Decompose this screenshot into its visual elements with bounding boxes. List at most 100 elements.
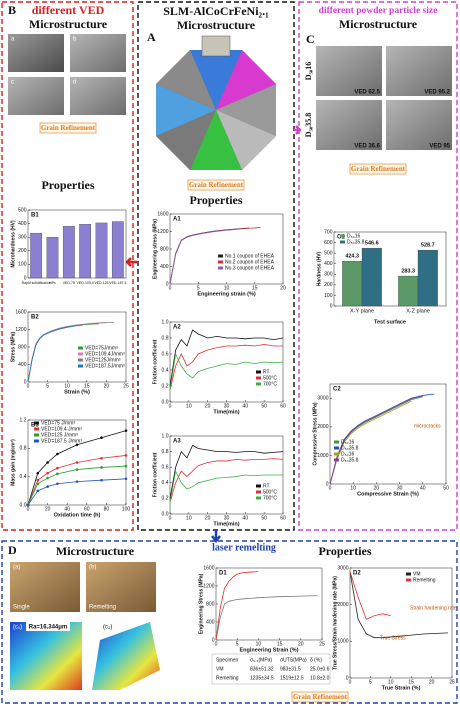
marker: [75, 443, 79, 447]
series-line: [329, 395, 423, 485]
series-line: [215, 595, 318, 641]
legend-swatch: [340, 240, 345, 244]
row-label: D₅₀35.8: [304, 113, 313, 138]
roughness-3d: [92, 622, 160, 690]
series-line: [349, 571, 391, 620]
y-tick-label: 0: [166, 281, 169, 287]
image-label: VED 62.5: [354, 90, 380, 96]
table-cell: 10.8±2.0: [310, 675, 330, 681]
legend-swatch: [218, 254, 223, 258]
marker: [124, 477, 128, 481]
legend-swatch: [334, 446, 339, 450]
x-tick-label: 10: [224, 285, 230, 291]
y-tick-label: 0: [330, 303, 333, 309]
image-label: d: [73, 80, 76, 86]
y-tick-label: 1600: [15, 309, 26, 315]
legend-swatch: [334, 458, 339, 462]
x-tick-label: 0: [169, 515, 172, 521]
marker: [46, 485, 49, 488]
y-tick-label: 1000: [337, 639, 348, 645]
x-tick-label: X-Y plane: [350, 308, 374, 314]
roughness-map: [10, 622, 82, 690]
image-label: VED 36.6: [354, 144, 380, 150]
table-header: σUTS(MPa): [280, 657, 307, 663]
table-cell: Remelting: [216, 675, 239, 681]
x-tick-label: 50: [261, 515, 267, 521]
y-tick-label: 0: [24, 275, 27, 281]
y-axis-label: Stress (MPa): [10, 332, 16, 363]
image-label: VED 95: [429, 144, 450, 150]
y-tick-label: 3000: [337, 565, 348, 571]
legend-swatch: [218, 260, 223, 264]
x-tick-label: 60: [280, 403, 286, 409]
section-title: Microstructure: [177, 18, 256, 32]
table-header: δ (%): [310, 657, 322, 663]
x-tick-label: VED-187.5: [109, 281, 126, 285]
legend-swatch: [34, 439, 39, 443]
series-line: [349, 571, 448, 639]
y-tick-label: 0: [24, 379, 27, 385]
chart-label: A2: [173, 325, 181, 331]
y-axis-label: Compressive Stress (MPa): [312, 402, 318, 465]
image-note: Remelting: [89, 605, 116, 611]
x-tick-label: 100: [122, 506, 131, 512]
image-label: VED 95.2: [424, 90, 450, 96]
x-tick-label: 10: [186, 515, 192, 521]
micrograph: [8, 77, 64, 115]
series-line: [169, 458, 284, 503]
x-tick-label: 10: [256, 641, 262, 647]
y-tick-label: 0.2: [162, 496, 169, 502]
x-axis-label: Test surface: [374, 319, 406, 325]
y-tick-label: 200: [18, 248, 27, 254]
legend-swatch: [34, 427, 39, 431]
micrograph: [386, 100, 452, 150]
panel-frame: [1, 1, 134, 531]
legend-swatch: [256, 490, 261, 494]
x-tick-label: 0: [169, 403, 172, 409]
series-line: [169, 469, 283, 503]
legend-label: D₅₀16: [347, 233, 360, 239]
panel-label: D: [8, 543, 17, 557]
legend-swatch: [78, 346, 83, 350]
legend-swatch: [256, 382, 261, 386]
chart-label: B3: [31, 423, 39, 429]
x-tick-label: HPs: [49, 281, 56, 285]
y-tick-label: 0.6: [162, 351, 169, 357]
y-tick-label: 0.4: [162, 480, 169, 486]
marker: [26, 503, 30, 507]
marker: [46, 476, 49, 480]
y-tick-label: 0.0: [162, 511, 169, 517]
x-tick-label: 0: [27, 383, 30, 389]
y-tick-label: 200: [324, 282, 333, 288]
y-tick-label: 0: [346, 675, 349, 681]
x-axis-label: Strain (%): [64, 389, 90, 395]
series-line: [169, 343, 283, 391]
bar: [30, 232, 43, 279]
chart-label: D1: [219, 571, 227, 577]
marker: [75, 480, 79, 483]
legend-label: VED=187.5 J/mm³: [41, 438, 82, 444]
y-tick-label: 1000: [317, 453, 328, 459]
arrow: [125, 257, 137, 267]
chart-label: B1: [31, 213, 39, 219]
x-tick-label: 20: [45, 506, 51, 512]
y-tick-label: 0: [212, 637, 215, 643]
legend-label: D₅₀35.8: [341, 445, 359, 451]
x-tick-label: 15: [84, 383, 90, 389]
y-tick-label: 0.8: [20, 446, 27, 452]
y-axis-label: Friction coefficient: [152, 452, 158, 497]
table-cell: VM: [216, 666, 224, 672]
bar: [342, 260, 363, 307]
marker: [124, 464, 128, 468]
y-tick-label: 400: [160, 264, 169, 270]
table-cell: 836±51.32: [250, 666, 274, 672]
value-label: 283.3: [401, 269, 415, 275]
y-tick-label: 400: [18, 362, 27, 368]
y-tick-label: 2000: [337, 602, 348, 608]
y-tick-label: 600: [324, 240, 333, 246]
annotation: microcracks: [414, 423, 441, 429]
ebsd-octagon: [156, 35, 276, 170]
y-tick-label: 0.0: [20, 502, 27, 508]
marker: [100, 436, 103, 440]
table-cell: 1519±12.5: [280, 675, 304, 681]
